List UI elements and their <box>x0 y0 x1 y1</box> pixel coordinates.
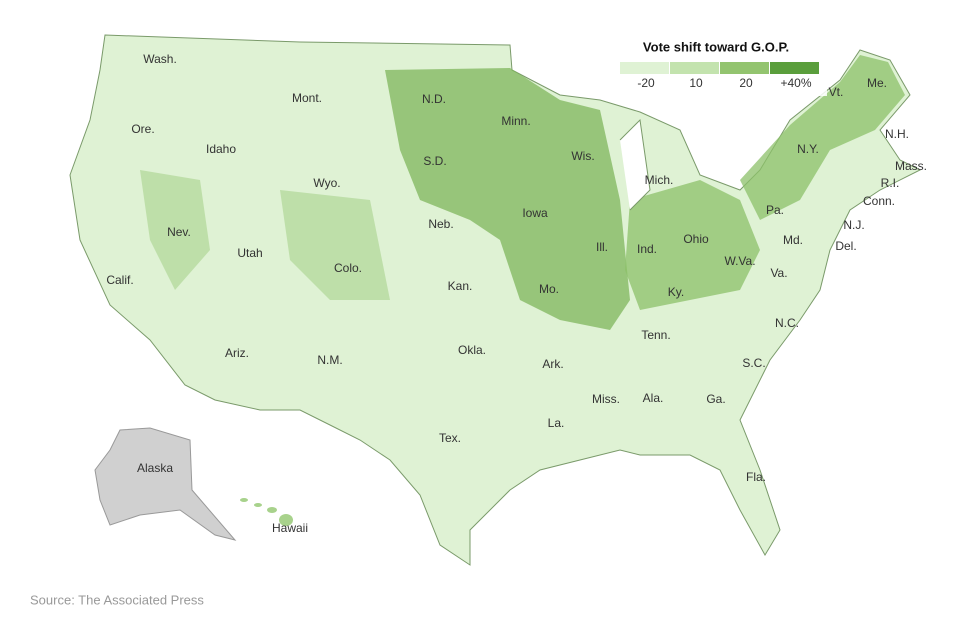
state-label: Miss. <box>592 392 620 406</box>
state-label: Ga. <box>706 392 725 406</box>
state-label: Ala. <box>643 391 664 405</box>
state-label: R.I. <box>881 176 900 190</box>
state-label: Mass. <box>895 159 927 173</box>
state-label: Mont. <box>292 91 322 105</box>
state-label: Hawaii <box>272 521 308 535</box>
state-label: Colo. <box>334 261 362 275</box>
legend-swatch <box>720 62 769 74</box>
state-label: Vt. <box>829 85 844 99</box>
state-label: Minn. <box>501 114 530 128</box>
state-label: Va. <box>770 266 787 280</box>
legend-label: +40% <box>780 76 811 90</box>
state-label: S.C. <box>742 356 765 370</box>
state-label: Wyo. <box>313 176 340 190</box>
state-label: Nev. <box>167 225 191 239</box>
state-label: Conn. <box>863 194 895 208</box>
state-label: Del. <box>835 239 856 253</box>
alaska <box>94 427 237 541</box>
state-label: N.Y. <box>797 142 819 156</box>
state-label: N.H. <box>885 127 909 141</box>
shift-region <box>385 68 630 330</box>
legend-label: 10 <box>689 76 703 90</box>
state-label: La. <box>548 416 565 430</box>
state-label: Fla. <box>746 470 766 484</box>
state-label: Iowa <box>522 206 548 220</box>
lake <box>619 118 651 211</box>
state-label: N.C. <box>775 316 799 330</box>
hawaii-island <box>240 498 248 502</box>
state-label: Ind. <box>637 242 657 256</box>
hawaii-island <box>279 514 293 526</box>
state-label: Tex. <box>439 431 461 445</box>
state-label: Utah <box>237 246 262 260</box>
state-label: Pa. <box>766 203 784 217</box>
state-labels: Wash. Ore. Calif. Idaho Nev. Mont. Wyo. Utah Ari… <box>106 52 927 535</box>
state-label: Me. <box>867 76 887 90</box>
legend: -20 10 20 +40% <box>620 62 819 90</box>
shift-region <box>280 190 390 300</box>
state-label: Ky. <box>668 285 684 299</box>
state-label: Wash. <box>143 52 177 66</box>
state-label: Mo. <box>539 282 559 296</box>
state-label: Neb. <box>428 217 453 231</box>
state-label: Mich. <box>645 173 674 187</box>
state-label: W.Va. <box>724 254 755 268</box>
shift-region <box>140 170 210 290</box>
state-label: S.D. <box>423 154 446 168</box>
legend-label: 20 <box>739 76 753 90</box>
legend-title: Vote shift toward G.O.P. <box>643 39 789 54</box>
state-label: N.J. <box>843 218 864 232</box>
state-label: Alaska <box>137 461 173 475</box>
state-label: Ariz. <box>225 346 249 360</box>
state-label: Idaho <box>206 142 236 156</box>
state-label: N.D. <box>422 92 446 106</box>
legend-label: -20 <box>637 76 655 90</box>
state-label: Calif. <box>106 273 133 287</box>
state-label: N.M. <box>317 353 342 367</box>
hawaii-island <box>267 507 277 513</box>
state-label: Okla. <box>458 343 486 357</box>
state-label: Ill. <box>596 240 608 254</box>
shift-region <box>625 180 760 310</box>
legend-swatch <box>670 62 719 74</box>
state-label: Ore. <box>131 122 154 136</box>
state-label: Ohio <box>683 232 709 246</box>
source: Source: The Associated Press <box>30 592 204 607</box>
state-label: Ark. <box>542 357 563 371</box>
state-label: Md. <box>783 233 803 247</box>
legend-swatch <box>620 62 669 74</box>
state-label: Kan. <box>448 279 473 293</box>
us-outline <box>69 34 922 566</box>
state-label: Tenn. <box>641 328 670 342</box>
shift-region <box>740 55 905 220</box>
hawaii-island <box>254 503 262 507</box>
state-label: Wis. <box>571 149 594 163</box>
legend-swatch <box>770 62 819 74</box>
